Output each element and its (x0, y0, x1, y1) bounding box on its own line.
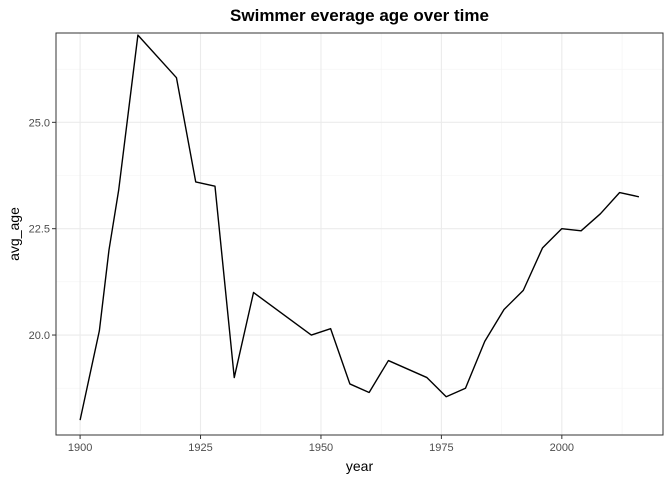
axis-ticks: 1900 1925 1950 1975 2000 20.0 22.5 25.0 (29, 117, 574, 454)
x-tick-label: 1925 (188, 442, 212, 454)
y-tick-label: 25.0 (29, 117, 50, 129)
grid (56, 33, 663, 435)
x-tick-label: 2000 (550, 442, 574, 454)
x-tick-label: 1950 (309, 442, 333, 454)
x-tick-label: 1975 (429, 442, 453, 454)
x-tick-label: 1900 (68, 442, 92, 454)
y-axis-title: avg_age (6, 207, 22, 261)
y-tick-label: 22.5 (29, 224, 50, 236)
plot-panel-border (55, 32, 664, 436)
series-layer (79, 34, 640, 421)
y-tick-label: 20.0 (29, 330, 50, 342)
x-axis-title: year (346, 458, 374, 474)
series-line (79, 34, 640, 421)
chart-title: Swimmer everage age over time (230, 6, 489, 25)
